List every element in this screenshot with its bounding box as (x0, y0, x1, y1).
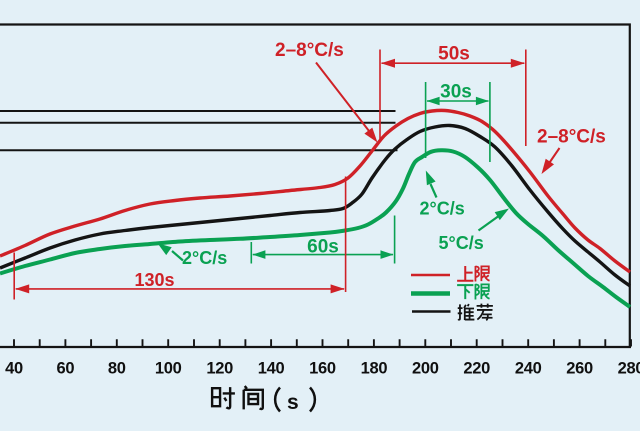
svg-text:40: 40 (5, 360, 23, 378)
svg-text:30s: 30s (440, 82, 472, 103)
svg-text:60: 60 (57, 360, 75, 378)
svg-text:240: 240 (515, 360, 542, 378)
svg-text:s: s (287, 391, 299, 414)
svg-text:2–8°C/s: 2–8°C/s (537, 127, 606, 148)
svg-text:120: 120 (206, 360, 233, 378)
svg-text:260: 260 (566, 360, 593, 378)
svg-text:180: 180 (361, 360, 388, 378)
svg-text:160: 160 (309, 360, 336, 378)
svg-text:60s: 60s (307, 237, 339, 258)
svg-text:5°C/s: 5°C/s (439, 233, 484, 253)
svg-text:100: 100 (155, 360, 182, 378)
svg-text:280: 280 (618, 360, 640, 378)
svg-text:2°C/s: 2°C/s (182, 248, 227, 268)
svg-text:140: 140 (258, 360, 285, 378)
svg-text:200: 200 (412, 360, 439, 378)
svg-text:50s: 50s (438, 44, 470, 65)
svg-text:80: 80 (108, 360, 126, 378)
svg-text:130s: 130s (134, 270, 174, 290)
svg-text:2°C/s: 2°C/s (420, 199, 465, 219)
svg-text:220: 220 (463, 360, 490, 378)
svg-text:2–8°C/s: 2–8°C/s (275, 40, 344, 61)
